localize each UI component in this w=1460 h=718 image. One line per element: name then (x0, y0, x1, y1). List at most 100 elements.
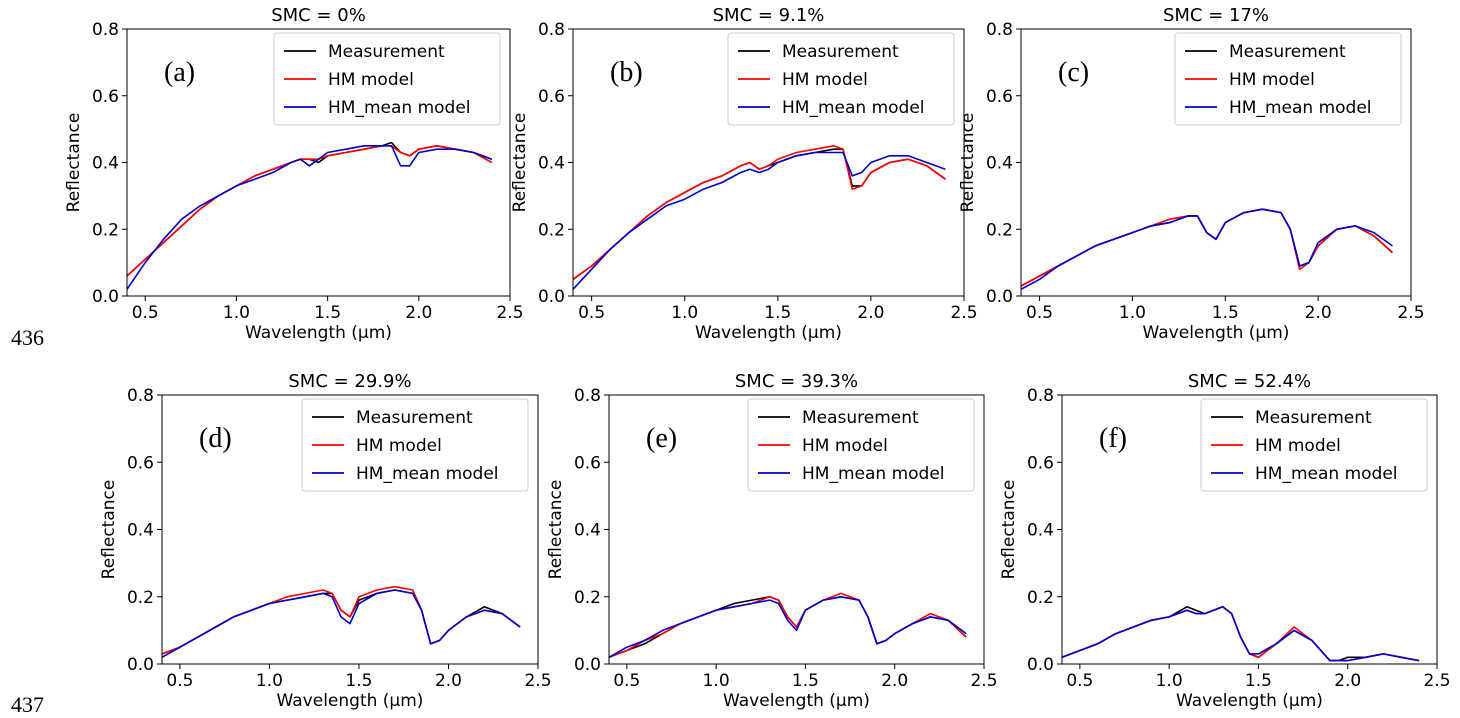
x-tick-label: 2.0 (857, 303, 884, 323)
y-tick-label: 0.6 (1027, 453, 1054, 473)
series-line-2 (608, 592, 967, 659)
x-axis-label: Wavelength (μm) (277, 691, 424, 711)
x-tick-label: 1.0 (1156, 671, 1183, 691)
y-tick-label: 0.0 (574, 655, 601, 675)
y-tick-label: 0.8 (127, 386, 154, 406)
panel-label: (e) (646, 423, 677, 454)
y-axis-label: Reflectance (510, 113, 530, 213)
legend-entry: HM model (328, 70, 414, 90)
x-tick-label: 2.5 (496, 303, 523, 323)
y-tick-label: 0.2 (1027, 588, 1054, 608)
x-tick-label: 2.0 (405, 303, 432, 323)
panel-label: (a) (164, 57, 195, 88)
y-tick-label: 0.2 (92, 220, 119, 240)
legend-box (273, 32, 501, 126)
x-tick-label: 1.0 (223, 303, 250, 323)
y-tick-label: 0.4 (127, 521, 154, 541)
line-number-437: 437 (11, 692, 44, 717)
series-line-1 (126, 141, 493, 277)
legend-entry: Measurement (328, 42, 445, 62)
x-tick-label: 1.5 (1212, 303, 1239, 323)
panel-label: (c) (1058, 57, 1089, 88)
legend-entry: HM_mean model (782, 98, 925, 118)
series-line-1 (1020, 208, 1393, 287)
x-tick-label: 2.5 (1397, 303, 1424, 323)
x-tick-label: 0.5 (132, 303, 159, 323)
legend-entry: HM_mean model (1229, 98, 1372, 118)
y-tick-label: 0.8 (1027, 386, 1054, 406)
x-tick-label: 2.5 (950, 303, 977, 323)
legend: Measurement HM model HM_mean model (747, 398, 975, 492)
series-line-3 (608, 595, 967, 658)
y-tick-label: 0.0 (986, 287, 1013, 307)
legend: Measurement HM model HM_mean model (1200, 398, 1428, 492)
chart-panel-4: 0.5 1.0 1.5 2.0 2.5 0.0 0.2 0.4 0.6 0.8 SMC = 29.9… (99, 371, 552, 711)
x-tick-label: 1.0 (256, 671, 283, 691)
y-tick-label: 0.6 (574, 453, 601, 473)
x-tick-label: 1.0 (671, 303, 698, 323)
x-tick-label: 2.5 (1423, 671, 1450, 691)
y-axis-label: Reflectance (958, 113, 978, 213)
y-tick-label: 0.4 (538, 154, 565, 174)
y-tick-label: 0.8 (538, 20, 565, 40)
legend-entry: HM_mean model (802, 464, 945, 484)
x-axis-label: Wavelength (μm) (1176, 691, 1323, 711)
legend-entry: Measurement (802, 408, 919, 428)
legend-entry: HM_mean model (1255, 464, 1398, 484)
y-tick-label: 0.8 (986, 20, 1013, 40)
y-tick-label: 0.2 (574, 588, 601, 608)
y-tick-label: 0.2 (986, 220, 1013, 240)
y-axis-label: Reflectance (99, 480, 119, 580)
legend-box (1174, 32, 1402, 126)
legend-entry: HM model (782, 70, 868, 90)
y-tick-label: 0.0 (127, 655, 154, 675)
x-tick-label: 2.0 (1334, 671, 1361, 691)
chart-panel-2: 0.5 1.0 1.5 2.0 2.5 0.0 0.2 0.4 0.6 0.8 SMC = 9.1%… (510, 5, 978, 343)
series-line-1 (161, 589, 521, 655)
x-tick-label: 2.0 (881, 671, 908, 691)
chart-panel-1: 0.5 1.0 1.5 2.0 2.5 0.0 0.2 0.4 0.6 0.8 SMC = 0% Wa… (64, 5, 524, 343)
x-tick-label: 0.5 (1026, 303, 1053, 323)
x-axis-label: Wavelength (μm) (1143, 323, 1290, 343)
legend: Measurement HM model HM_mean model (727, 32, 955, 126)
chart-title: SMC = 0% (271, 5, 366, 26)
legend-entry: HM model (1255, 436, 1341, 456)
chart-panel-3: 0.5 1.0 1.5 2.0 2.5 0.0 0.2 0.4 0.6 0.8 SMC = 17% W… (958, 5, 1425, 343)
series-line-1 (608, 595, 967, 659)
y-tick-label: 0.2 (127, 588, 154, 608)
x-tick-label: 1.5 (1245, 671, 1272, 691)
x-tick-label: 0.5 (166, 671, 193, 691)
y-tick-label: 0.6 (127, 453, 154, 473)
y-axis-label: Reflectance (64, 113, 84, 213)
legend-entry: HM_mean model (328, 98, 471, 118)
x-axis-label: Wavelength (μm) (245, 323, 392, 343)
y-tick-label: 0.4 (1027, 521, 1054, 541)
series-line-2 (161, 585, 521, 655)
y-tick-label: 0.6 (986, 87, 1013, 107)
x-tick-label: 1.5 (345, 671, 372, 691)
y-tick-label: 0.0 (1027, 655, 1054, 675)
x-tick-label: 2.5 (524, 671, 551, 691)
chart-title: SMC = 52.4% (1188, 371, 1311, 392)
legend-box (747, 398, 975, 492)
y-tick-label: 0.6 (92, 87, 119, 107)
x-tick-label: 0.5 (613, 671, 640, 691)
series-line-3 (1020, 208, 1393, 291)
x-tick-label: 0.5 (1066, 671, 1093, 691)
legend-entry: Measurement (1255, 408, 1372, 428)
x-axis-label: Wavelength (μm) (695, 323, 842, 343)
legend-entry: Measurement (356, 408, 473, 428)
y-tick-label: 0.8 (574, 386, 601, 406)
y-tick-label: 0.4 (92, 154, 119, 174)
legend-entry: Measurement (782, 42, 899, 62)
legend-entry: Measurement (1229, 42, 1346, 62)
chart-title: SMC = 39.3% (735, 371, 858, 392)
y-axis-label: Reflectance (546, 480, 566, 580)
y-tick-label: 0.0 (92, 287, 119, 307)
legend-box (727, 32, 955, 126)
y-tick-label: 0.0 (538, 287, 565, 307)
chart-panel-5: 0.5 1.0 1.5 2.0 2.5 0.0 0.2 0.4 0.6 0.8 SMC = 39.3… (546, 371, 998, 711)
x-tick-label: 1.5 (792, 671, 819, 691)
y-tick-label: 0.4 (574, 521, 601, 541)
x-tick-label: 1.0 (1119, 303, 1146, 323)
